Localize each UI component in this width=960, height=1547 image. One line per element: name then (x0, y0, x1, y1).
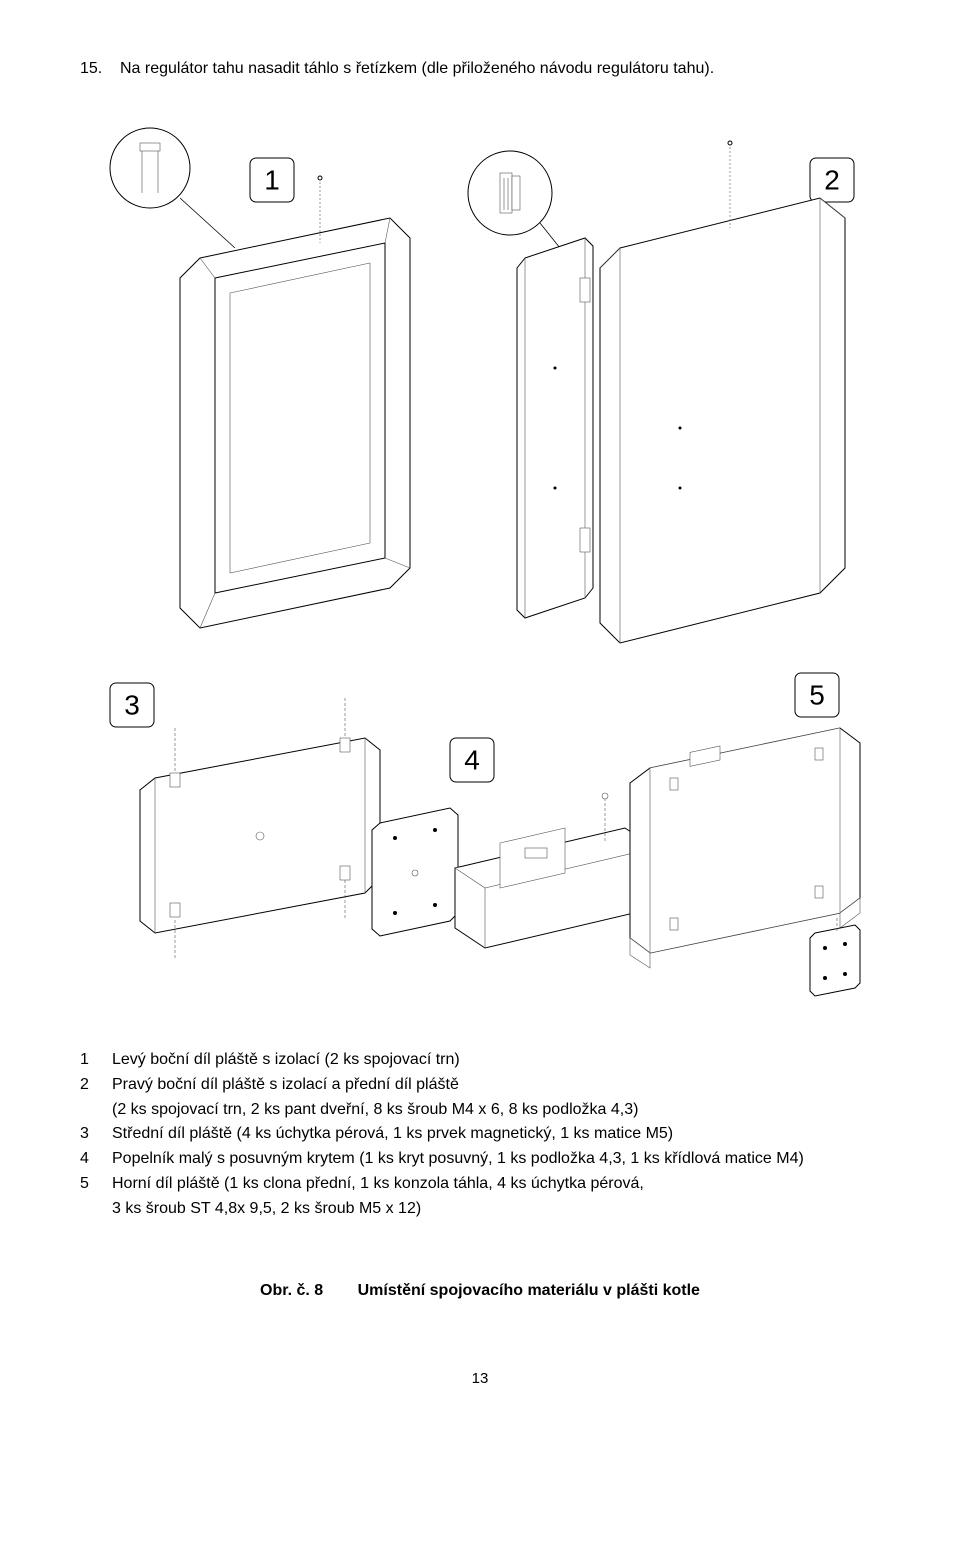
instruction-step: 15. Na regulátor tahu nasadit táhlo s ře… (80, 60, 880, 78)
legend-text: Popelník malý s posuvným krytem (1 ks kr… (112, 1147, 804, 1172)
callout-3-label: 3 (124, 690, 140, 721)
callout-1-label: 1 (264, 165, 280, 196)
legend-num: 5 (80, 1172, 96, 1197)
callout-5-label: 5 (809, 680, 825, 711)
legend-row: (2 ks spojovací trn, 2 ks pant dveřní, 8… (80, 1098, 880, 1123)
figure-label: Obr. č. 8 (260, 1282, 323, 1300)
step-number: 15. (80, 60, 108, 78)
step-text: Na regulátor tahu nasadit táhlo s řetízk… (120, 60, 714, 78)
legend-text: Levý boční díl pláště s izolací (2 ks sp… (112, 1048, 460, 1073)
legend-row: 5 Horní díl pláště (1 ks clona přední, 1… (80, 1172, 880, 1197)
legend-num: 2 (80, 1073, 96, 1098)
legend-row: 1 Levý boční díl pláště s izolací (2 ks … (80, 1048, 880, 1073)
legend-num: 4 (80, 1147, 96, 1172)
legend-text: (2 ks spojovací trn, 2 ks pant dveřní, 8… (112, 1098, 638, 1123)
callout-2-label: 2 (824, 165, 840, 196)
legend-text: 3 ks šroub ST 4,8x 9,5, 2 ks šroub M5 x … (112, 1197, 421, 1222)
legend-text: Střední díl pláště (4 ks úchytka pérová,… (112, 1122, 673, 1147)
legend-num: 1 (80, 1048, 96, 1073)
assembly-diagram: 1 2 (80, 98, 880, 1018)
legend-num (80, 1197, 96, 1222)
legend-row: 3 Střední díl pláště (4 ks úchytka pérov… (80, 1122, 880, 1147)
figure-caption: Obr. č. 8 Umístění spojovacího materiálu… (80, 1282, 880, 1300)
legend-num (80, 1098, 96, 1123)
callout-4-label: 4 (464, 745, 480, 776)
legend-row: 3 ks šroub ST 4,8x 9,5, 2 ks šroub M5 x … (80, 1197, 880, 1222)
legend-text: Pravý boční díl pláště s izolací a předn… (112, 1073, 459, 1098)
parts-legend: 1 Levý boční díl pláště s izolací (2 ks … (80, 1048, 880, 1222)
page-number: 13 (80, 1370, 880, 1387)
legend-row: 2 Pravý boční díl pláště s izolací a pře… (80, 1073, 880, 1098)
legend-num: 3 (80, 1122, 96, 1147)
figure-title: Umístění spojovacího materiálu v plášti … (358, 1282, 700, 1299)
legend-text: Horní díl pláště (1 ks clona přední, 1 k… (112, 1172, 644, 1197)
legend-row: 4 Popelník malý s posuvným krytem (1 ks … (80, 1147, 880, 1172)
